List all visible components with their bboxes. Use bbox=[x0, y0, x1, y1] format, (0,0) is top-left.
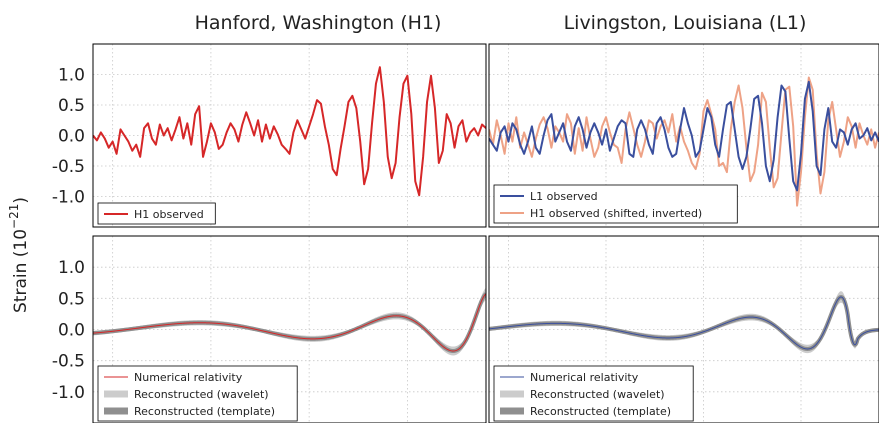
legend-label: H1 observed bbox=[134, 208, 204, 221]
svg-text:Strain (10−21): Strain (10−21) bbox=[7, 197, 31, 313]
legend-label: Reconstructed (wavelet) bbox=[134, 388, 269, 401]
title-right: Livingston, Louisiana (L1) bbox=[564, 12, 807, 34]
panel-bottom-left: 1.0 0.5 0.0 -0.5 -1.0 Numerical relativity Rec… bbox=[52, 235, 487, 423]
legend-label: Reconstructed (template) bbox=[530, 405, 671, 418]
axes-frame bbox=[92, 43, 487, 228]
axes-frame bbox=[488, 43, 879, 228]
legend bbox=[493, 184, 738, 224]
legend bbox=[97, 365, 298, 422]
band-template bbox=[93, 292, 486, 353]
legend-label: Numerical relativity bbox=[134, 371, 243, 384]
y-tick-label: -0.5 bbox=[52, 352, 85, 372]
legend bbox=[493, 365, 694, 422]
series-line bbox=[93, 66, 486, 197]
series-line bbox=[93, 293, 486, 352]
band-template bbox=[489, 294, 879, 351]
y-tick-label: -0.5 bbox=[52, 157, 85, 177]
axes-frame bbox=[488, 235, 879, 423]
title-left: Hanford, Washington (H1) bbox=[195, 12, 442, 34]
legend-label: Reconstructed (wavelet) bbox=[530, 388, 665, 401]
ylabel-close: ) bbox=[11, 197, 31, 204]
y-tick-label: 0.0 bbox=[58, 127, 85, 147]
y-tick-label: -1.0 bbox=[52, 188, 85, 208]
ylabel-exponent: −21 bbox=[7, 204, 21, 229]
y-tick-label: 1.0 bbox=[58, 66, 85, 86]
axes-frame bbox=[92, 235, 487, 423]
y-axis-label: Strain (10−21) bbox=[7, 197, 31, 313]
legend-label: Numerical relativity bbox=[530, 371, 639, 384]
legend-label: H1 observed (shifted, inverted) bbox=[530, 207, 702, 220]
y-tick-label: 1.0 bbox=[58, 258, 85, 278]
legend-label: L1 observed bbox=[530, 190, 598, 203]
legend bbox=[97, 202, 216, 225]
panel-top-left: 1.0 0.5 0.0 -0.5 -1.0 H1 observed bbox=[52, 43, 487, 228]
series-line bbox=[489, 80, 879, 192]
legend-label: Reconstructed (template) bbox=[134, 405, 275, 418]
series-line bbox=[489, 296, 879, 350]
y-tick-label: 0.0 bbox=[58, 321, 85, 341]
panel-top-right: L1 observed H1 observed (shifted, inverte… bbox=[488, 43, 879, 228]
y-tick-label: -1.0 bbox=[52, 383, 85, 403]
y-tick-label: 0.5 bbox=[58, 96, 85, 116]
band-wavelet bbox=[93, 287, 486, 356]
y-tick-label: 0.5 bbox=[58, 289, 85, 309]
ylabel-base: Strain (10 bbox=[11, 229, 31, 313]
panel-bottom-right: Numerical relativity Reconstructed (wavel… bbox=[488, 235, 879, 423]
